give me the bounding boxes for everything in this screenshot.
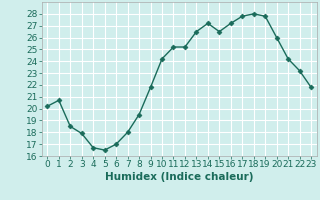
X-axis label: Humidex (Indice chaleur): Humidex (Indice chaleur) (105, 172, 253, 182)
